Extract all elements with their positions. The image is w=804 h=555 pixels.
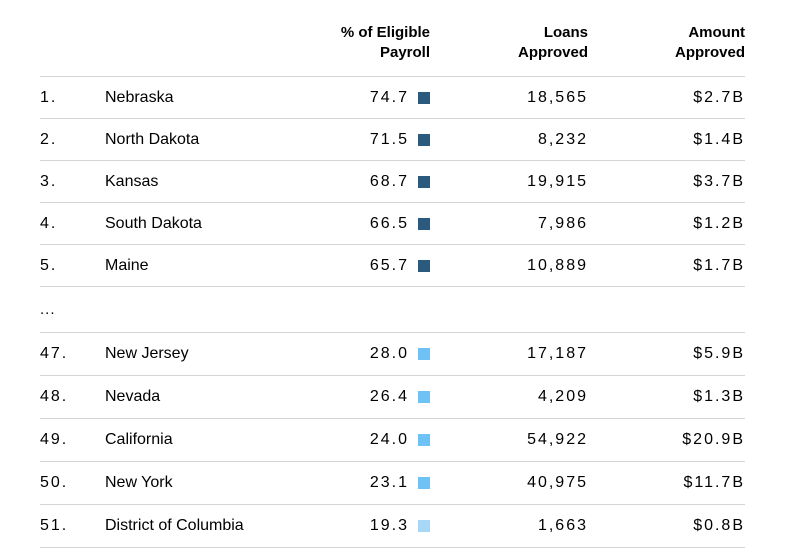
color-swatch xyxy=(418,259,430,272)
amount-value: $5.9B xyxy=(693,345,745,362)
loans-value: 17,187 xyxy=(527,345,588,362)
payroll-cell: 74.7 xyxy=(300,89,430,107)
table-row: 4. South Dakota 66.5 7,986 $1.2B xyxy=(40,203,745,245)
table-row: 50. New York 23.1 40,975 $11.7B xyxy=(40,462,745,505)
column-header-loans-line2: Approved xyxy=(517,44,588,61)
amount-value: $1.7B xyxy=(693,256,745,274)
rank-cell: 3. xyxy=(40,172,58,190)
payroll-cell: 28.0 xyxy=(300,345,430,363)
state-name: Maine xyxy=(105,256,149,274)
amount-value: $2.7B xyxy=(693,88,745,106)
loans-value: 8,232 xyxy=(537,130,588,148)
rank-cell: 2. xyxy=(40,130,58,148)
loans-value: 10,889 xyxy=(527,256,588,274)
payroll-cell: 26.4 xyxy=(300,388,430,406)
amount-value: $3.7B xyxy=(693,172,745,190)
ellipsis-row: ... xyxy=(40,287,745,333)
loans-value: 40,975 xyxy=(527,474,588,491)
column-header-amount-line1: Amount xyxy=(688,24,745,41)
payroll-value: 74.7 xyxy=(369,88,409,106)
amount-value: $11.7B xyxy=(683,474,745,491)
payroll-cell: 23.1 xyxy=(300,474,430,492)
state-name: New Jersey xyxy=(105,345,189,362)
rank-cell: 48. xyxy=(40,388,69,405)
state-name: District of Columbia xyxy=(105,517,244,534)
color-swatch xyxy=(418,434,430,446)
color-swatch xyxy=(418,348,430,360)
state-name: Nebraska xyxy=(105,88,174,106)
state-name: New York xyxy=(105,474,173,491)
table-row: 51. District of Columbia 19.3 1,663 $0.8… xyxy=(40,505,745,548)
column-header-loans: Loans Approved xyxy=(430,23,588,63)
table-row: 5. Maine 65.7 10,889 $1.7B xyxy=(40,245,745,287)
payroll-value: 71.5 xyxy=(369,130,409,148)
table-header-row: % of Eligible Payroll Loans Approved Amoun… xyxy=(40,0,745,77)
payroll-cell: 71.5 xyxy=(300,131,430,149)
column-header-payroll: % of Eligible Payroll xyxy=(300,23,430,63)
ellipsis-label: ... xyxy=(40,301,56,318)
payroll-cell: 24.0 xyxy=(300,431,430,449)
rank-cell: 51. xyxy=(40,517,69,534)
color-swatch xyxy=(418,91,430,104)
table-row: 47. New Jersey 28.0 17,187 $5.9B xyxy=(40,333,745,376)
top-ranked-rows: 1. Nebraska 74.7 18,565 $2.7B 2. North D… xyxy=(40,77,745,287)
payroll-value: 26.4 xyxy=(369,388,409,405)
rank-cell: 5. xyxy=(40,256,58,274)
rank-cell: 47. xyxy=(40,345,69,362)
state-name: North Dakota xyxy=(105,130,200,148)
state-name: California xyxy=(105,431,173,448)
column-header-payroll-line1: % of Eligible xyxy=(340,24,430,41)
color-swatch xyxy=(418,217,430,230)
loans-value: 19,915 xyxy=(527,172,588,190)
state-name: Nevada xyxy=(105,388,161,405)
table-row: 2. North Dakota 71.5 8,232 $1.4B xyxy=(40,119,745,161)
payroll-value: 65.7 xyxy=(369,256,409,274)
rank-cell: 49. xyxy=(40,431,69,448)
loans-value: 1,663 xyxy=(537,517,588,534)
amount-value: $1.3B xyxy=(693,388,745,405)
payroll-value: 24.0 xyxy=(369,431,409,448)
color-swatch xyxy=(418,133,430,146)
payroll-cell: 66.5 xyxy=(300,215,430,233)
data-table: % of Eligible Payroll Loans Approved Amoun… xyxy=(40,0,745,548)
loans-value: 4,209 xyxy=(537,388,588,405)
color-swatch xyxy=(418,477,430,489)
column-header-payroll-line2: Payroll xyxy=(379,44,430,61)
color-swatch xyxy=(418,175,430,188)
state-name: South Dakota xyxy=(105,214,202,232)
table-row: 49. California 24.0 54,922 $20.9B xyxy=(40,419,745,462)
payroll-cell: 65.7 xyxy=(300,257,430,275)
rank-cell: 50. xyxy=(40,474,69,491)
payroll-value: 28.0 xyxy=(369,345,409,362)
payroll-value: 68.7 xyxy=(369,172,409,190)
rank-cell: 4. xyxy=(40,214,58,232)
amount-value: $0.8B xyxy=(693,517,745,534)
loans-value: 54,922 xyxy=(527,431,588,448)
table-row: 3. Kansas 68.7 19,915 $3.7B xyxy=(40,161,745,203)
column-header-amount-line2: Approved xyxy=(674,44,745,61)
payroll-cell: 68.7 xyxy=(300,173,430,191)
loans-value: 7,986 xyxy=(537,214,588,232)
amount-value: $20.9B xyxy=(682,431,745,448)
amount-value: $1.2B xyxy=(693,214,745,232)
table-row: 1. Nebraska 74.7 18,565 $2.7B xyxy=(40,77,745,119)
bottom-ranked-rows: 47. New Jersey 28.0 17,187 $5.9B 48. Nev… xyxy=(40,333,745,548)
loans-value: 18,565 xyxy=(527,88,588,106)
table-row: 48. Nevada 26.4 4,209 $1.3B xyxy=(40,376,745,419)
color-swatch xyxy=(418,391,430,403)
color-swatch xyxy=(418,520,430,532)
payroll-value: 23.1 xyxy=(369,474,409,491)
payroll-value: 19.3 xyxy=(369,517,409,534)
column-header-amount: Amount Approved xyxy=(588,23,745,63)
rank-cell: 1. xyxy=(40,88,58,106)
column-header-loans-line1: Loans xyxy=(543,24,588,41)
payroll-cell: 19.3 xyxy=(300,517,430,535)
amount-value: $1.4B xyxy=(693,130,745,148)
state-name: Kansas xyxy=(105,172,159,190)
payroll-value: 66.5 xyxy=(369,214,409,232)
